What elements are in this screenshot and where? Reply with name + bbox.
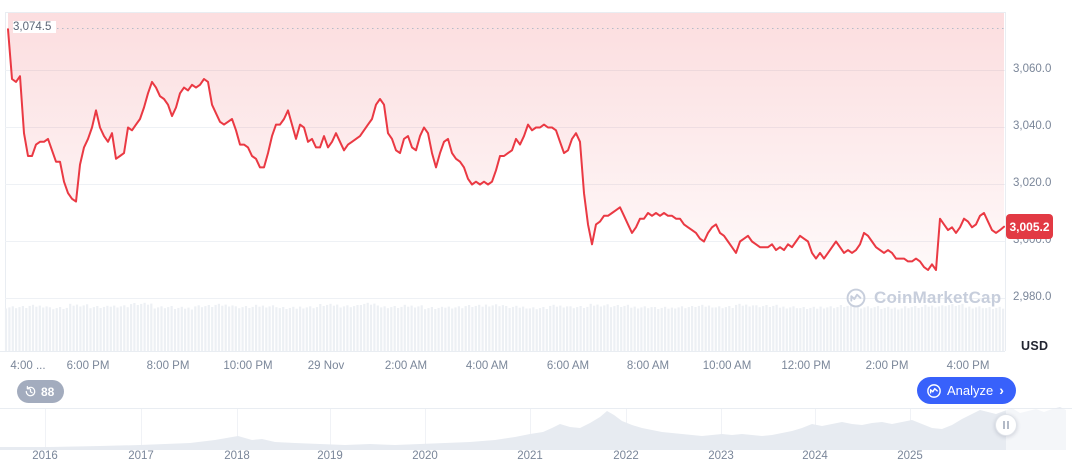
high-price-label: 3,074.5 [13,21,57,33]
x-axis-tick-label: 10:00 AM [702,360,752,372]
x-axis-tick-label: 4:00 PM [946,360,990,372]
currency-label: USD [1021,339,1049,353]
y-axis-tick-label: 3,040.0 [1013,120,1052,132]
grip-line [1007,421,1009,429]
price-area-fill [8,13,1004,270]
y-axis-tick-label: 2,980.0 [1013,291,1052,303]
current-price-badge: 3,005.2 [1006,214,1053,239]
x-axis-tick-label: 2:00 AM [384,360,428,372]
x-axis-tick-label: 2:00 PM [865,360,909,372]
y-axis-tick-label: 3,060.0 [1013,63,1052,75]
volume-bars [4,302,1005,351]
analyze-label: Analyze [947,383,994,398]
plot-border [0,12,1006,352]
history-sparkline[interactable] [0,407,1066,450]
x-axis-tick-label: 8:00 PM [146,360,190,372]
x-axis-tick-label: 8:00 AM [626,360,670,372]
history-clock-icon [24,385,37,398]
history-count: 88 [41,384,55,399]
coinmarketcap-logo-icon [845,287,867,309]
price-line [7,28,1005,271]
x-axis-tick-label: 29 Nov [307,360,345,372]
timeline-year-label: 2021 [517,450,543,462]
grip-line [1003,421,1005,429]
y-axis-tick-label: 3,020.0 [1013,177,1052,189]
coinmarketcap-logo-icon [926,383,942,399]
chevron-right-icon: › [999,381,1004,398]
timeline-year-label: 2024 [802,450,828,462]
watermark: CoinMarketCap [845,287,1001,309]
timeline-year-label: 2017 [128,450,154,462]
x-axis-tick-label: 4:00 AM [465,360,509,372]
x-axis-tick-label: 10:00 PM [223,360,273,372]
timeline-year-label: 2020 [412,450,438,462]
timeline-year-label: 2022 [613,450,639,462]
analyze-button[interactable]: Analyze › [917,377,1016,404]
timeline-year-label: 2025 [897,450,923,462]
timeline-year-label: 2016 [32,450,58,462]
timeline-year-label: 2023 [708,450,734,462]
brush-handle[interactable] [995,414,1017,436]
timeline-year-label: 2019 [317,450,343,462]
history-badge[interactable]: 88 [17,380,65,403]
x-axis-tick-label: 6:00 PM [66,360,110,372]
timeline-year-label: 2018 [224,450,250,462]
x-axis-tick-label: 4:00 ... [10,360,46,372]
x-axis-tick-label: 6:00 AM [546,360,590,372]
watermark-text: CoinMarketCap [874,288,1002,307]
x-axis-tick-label: 12:00 PM [781,360,831,372]
